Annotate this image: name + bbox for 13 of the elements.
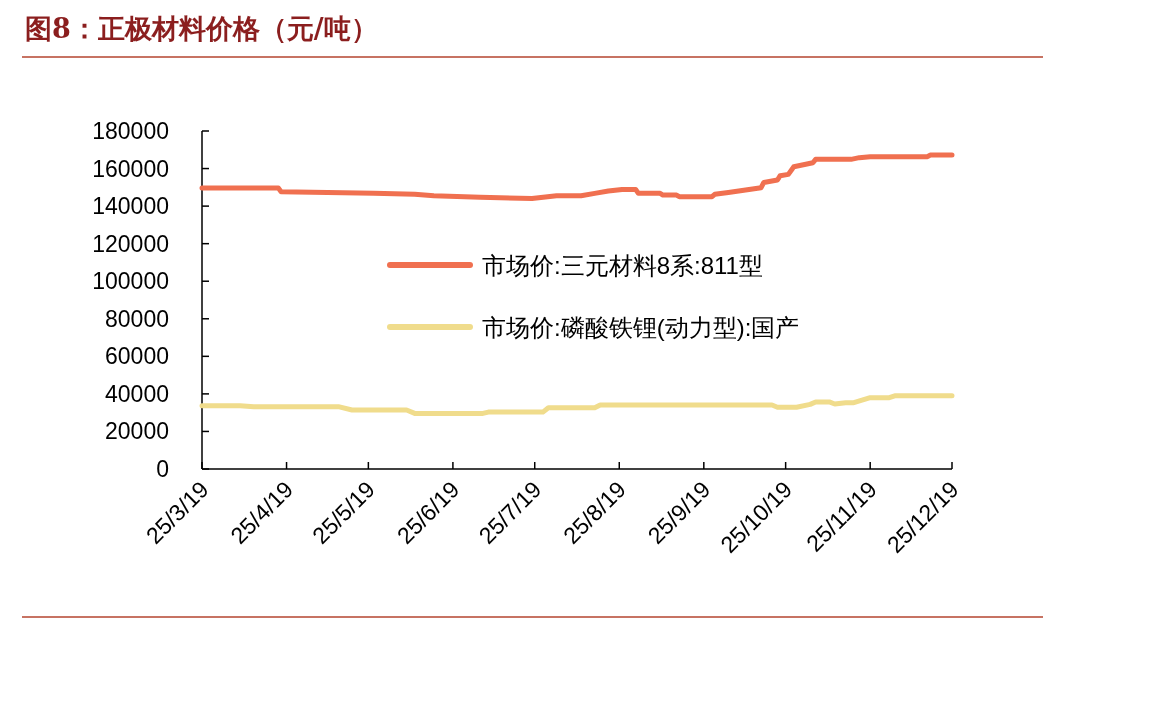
y-tick-label: 40000 (105, 380, 169, 407)
y-tick-label: 180000 (92, 118, 169, 144)
legend-label: 市场价:三元材料8系:811型 (482, 252, 763, 279)
y-tick-label: 120000 (92, 230, 169, 257)
legend-label: 市场价:磷酸铁锂(动力型):国产 (482, 314, 800, 341)
title: 图8：正极材料价格（元/吨） (25, 13, 378, 44)
y-tick-label: 100000 (92, 268, 169, 295)
y-tick-label: 140000 (92, 193, 169, 220)
y-tick-label: 80000 (105, 305, 169, 332)
y-tick-label: 60000 (105, 343, 169, 370)
y-tick-label: 160000 (92, 155, 169, 182)
y-tick-label: 20000 (105, 418, 169, 445)
y-tick-label: 0 (156, 456, 169, 482)
